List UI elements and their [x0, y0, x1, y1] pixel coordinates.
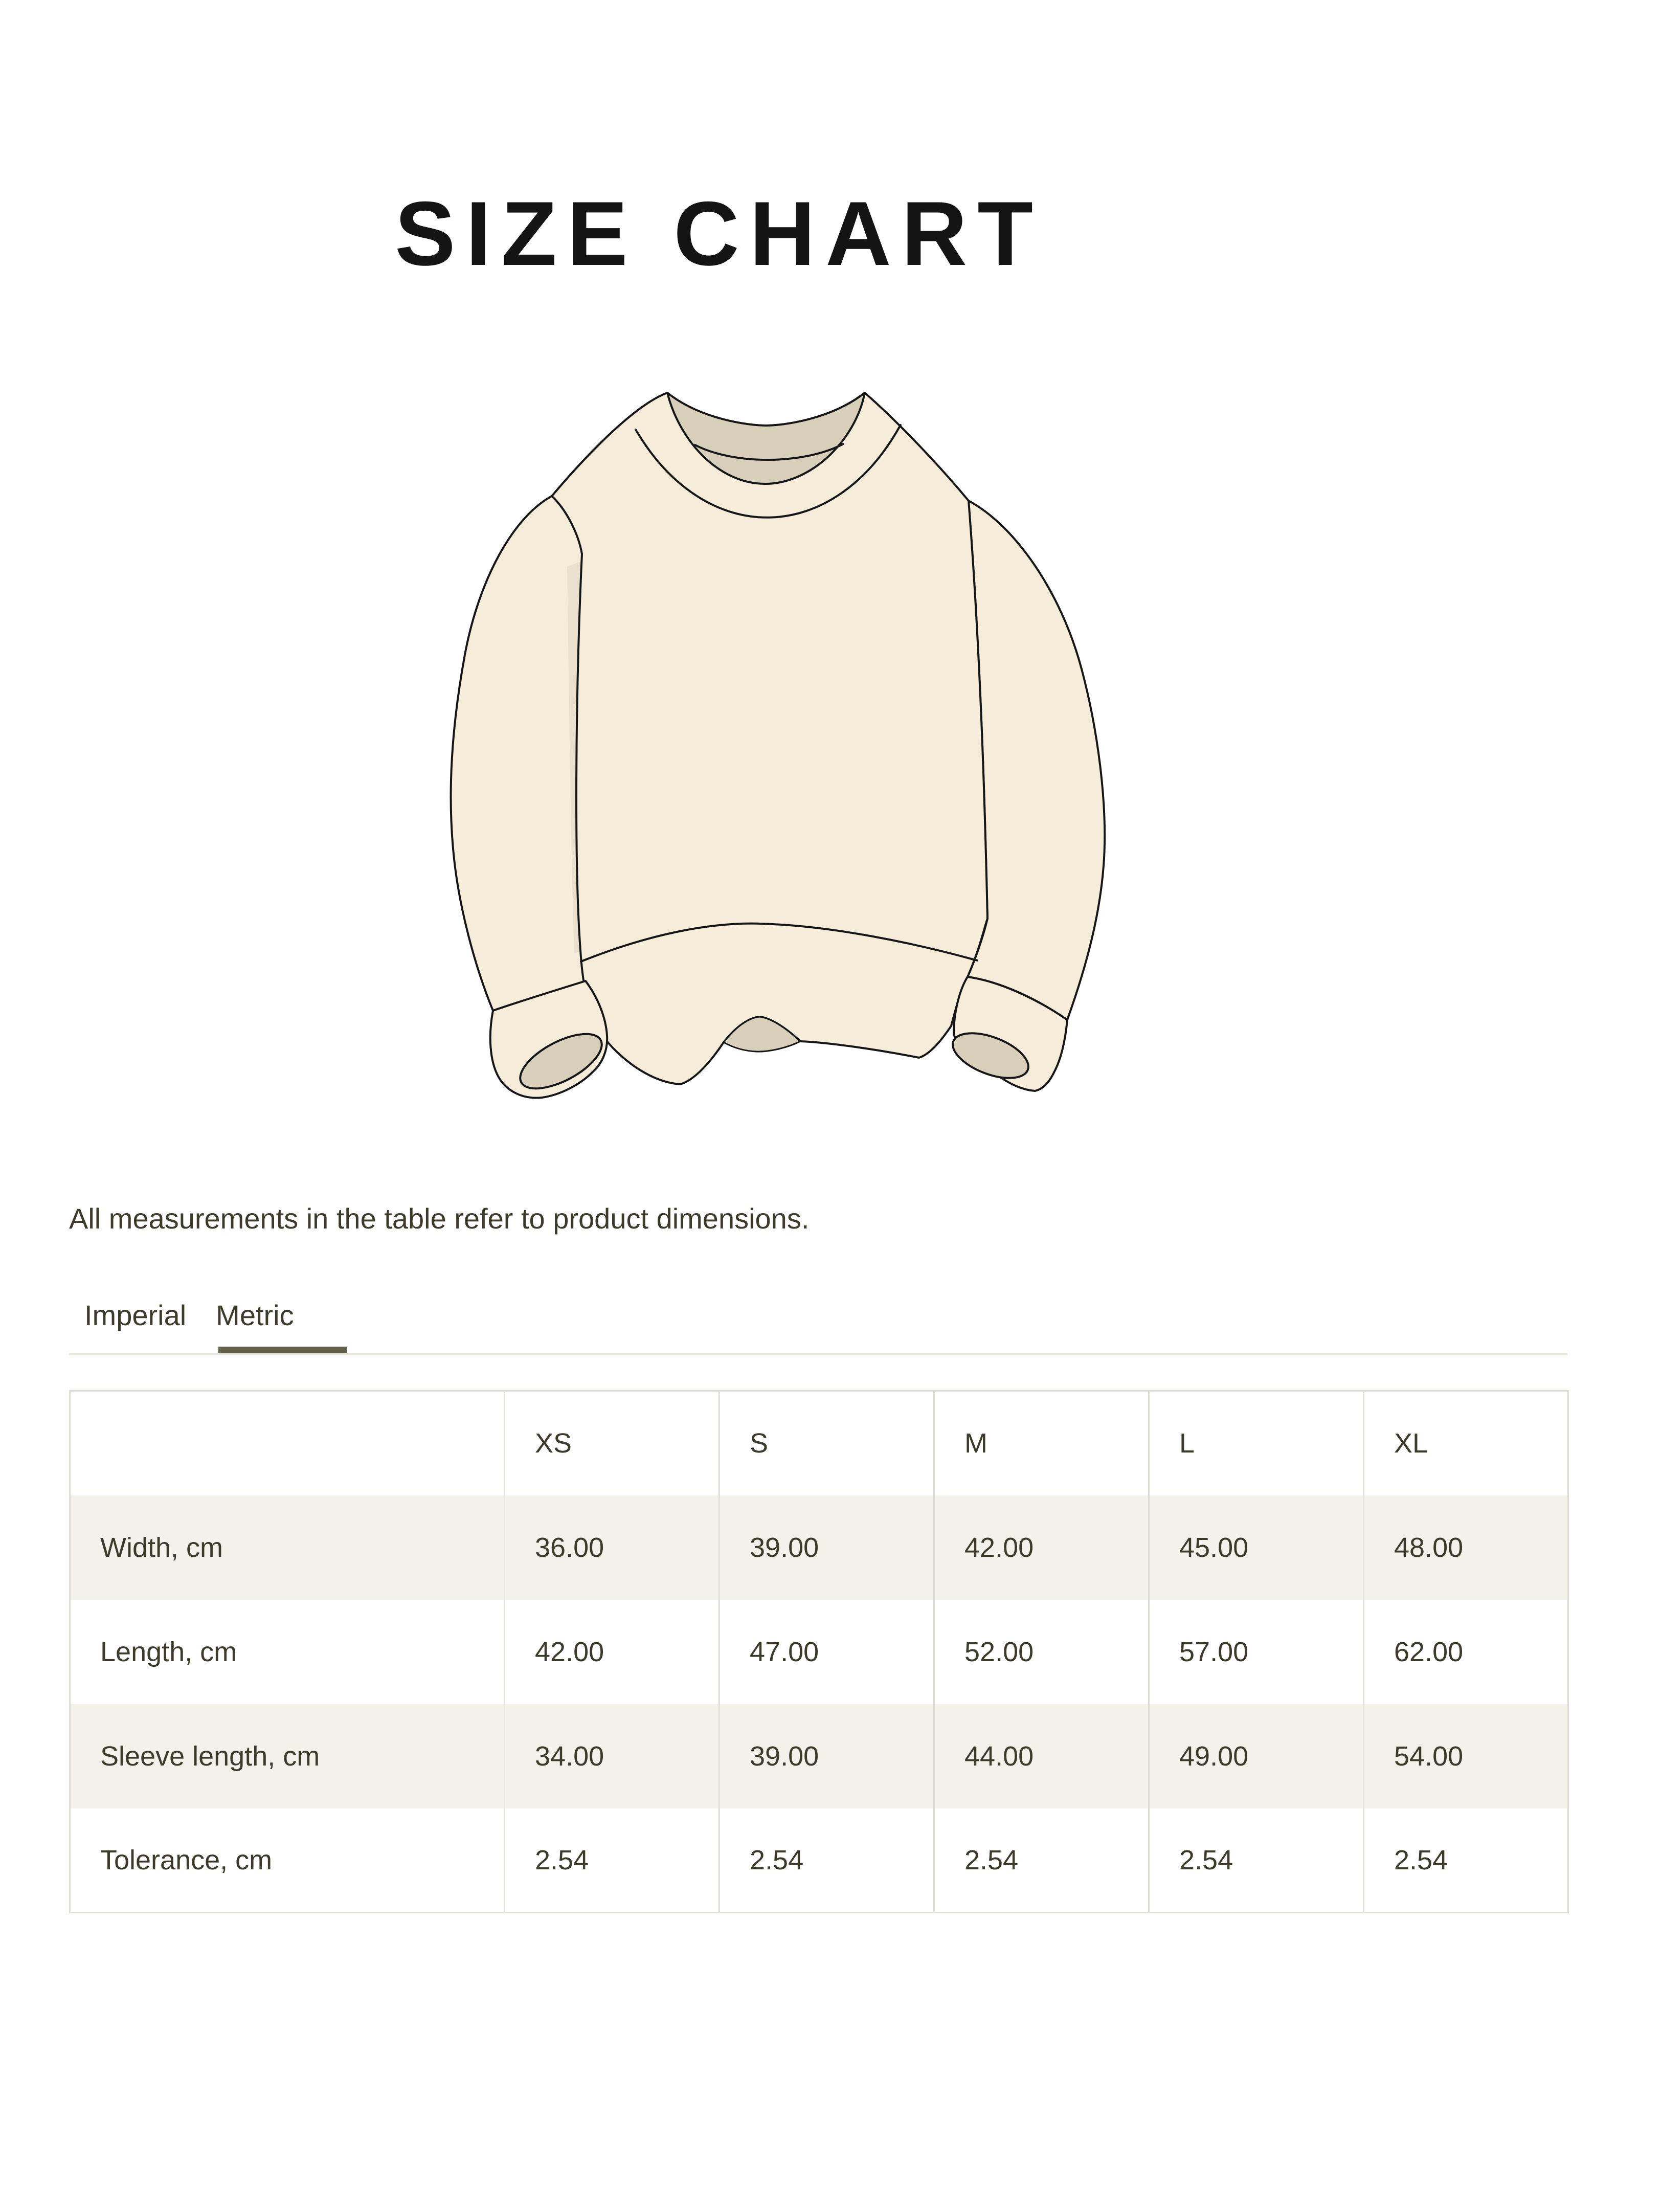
cell-value: 62.00	[1363, 1599, 1568, 1704]
unit-tabs: Imperial Metric	[84, 1298, 294, 1332]
measurement-note: All measurements in the table refer to p…	[69, 1202, 810, 1235]
column-header-l: L	[1148, 1391, 1364, 1495]
sweater-body	[551, 392, 989, 1085]
table-row: Width, cm 36.00 39.00 42.00 45.00 48.00	[70, 1495, 1568, 1600]
table-row: Length, cm 42.00 47.00 52.00 57.00 62.00	[70, 1599, 1568, 1704]
column-header-s: S	[718, 1391, 934, 1495]
sweater-right-cuff-opening	[952, 1032, 1029, 1079]
cell-value: 2.54	[504, 1808, 720, 1913]
sweater-right-sleeve	[967, 500, 1106, 1021]
column-header-xs: XS	[504, 1391, 720, 1495]
tab-metric[interactable]: Metric	[216, 1299, 294, 1331]
row-label: Length, cm	[100, 1636, 237, 1667]
sweater-left-cuff-opening	[519, 1033, 603, 1090]
cell-value: 39.00	[718, 1495, 934, 1600]
cell-value: 47.00	[718, 1599, 934, 1704]
active-tab-underline	[218, 1347, 347, 1355]
cell-value: 36.00	[504, 1495, 720, 1600]
row-label: Tolerance, cm	[100, 1844, 273, 1875]
row-label: Sleeve length, cm	[100, 1740, 320, 1772]
sweatshirt-illustration	[450, 392, 1106, 1099]
column-header-m: M	[933, 1391, 1149, 1495]
cell-value: 2.54	[933, 1808, 1149, 1913]
cell-value: 52.00	[933, 1599, 1149, 1704]
cell-value: 2.54	[1363, 1808, 1568, 1913]
cell-value: 57.00	[1148, 1599, 1364, 1704]
cell-value: 44.00	[933, 1704, 1149, 1808]
cell-value: 42.00	[933, 1495, 1149, 1600]
cell-value: 49.00	[1148, 1704, 1364, 1808]
cell-value: 54.00	[1363, 1704, 1568, 1808]
row-label: Width, cm	[100, 1532, 223, 1563]
cell-value: 39.00	[718, 1704, 934, 1808]
page-title: SIZE CHART	[395, 183, 1043, 284]
table-row: Tolerance, cm 2.54 2.54 2.54 2.54 2.54	[70, 1808, 1568, 1913]
cell-value: 48.00	[1363, 1495, 1568, 1600]
cell-value: 2.54	[718, 1808, 934, 1913]
table-row: Sleeve length, cm 34.00 39.00 44.00 49.0…	[70, 1704, 1568, 1808]
tabs-divider-line	[69, 1353, 1567, 1355]
sweater-collar-back-seam	[694, 443, 844, 461]
table-corner-cell	[70, 1391, 505, 1495]
sweater-hem-notch	[723, 1016, 801, 1053]
table-header-row: XS S M L XL	[70, 1391, 1568, 1495]
sweater-waistband-seam	[580, 922, 978, 963]
size-table: XS S M L XL Width, cm 36.00 39.00 42.00 …	[69, 1390, 1569, 1913]
tab-imperial[interactable]: Imperial	[84, 1299, 187, 1331]
sweater-inner-collar	[666, 392, 866, 485]
cell-value: 42.00	[504, 1599, 720, 1704]
cell-value: 34.00	[504, 1704, 720, 1808]
column-header-xl: XL	[1363, 1391, 1568, 1495]
sweater-collar-band-edge	[635, 424, 902, 519]
cell-value: 2.54	[1148, 1808, 1364, 1913]
cell-value: 45.00	[1148, 1495, 1364, 1600]
